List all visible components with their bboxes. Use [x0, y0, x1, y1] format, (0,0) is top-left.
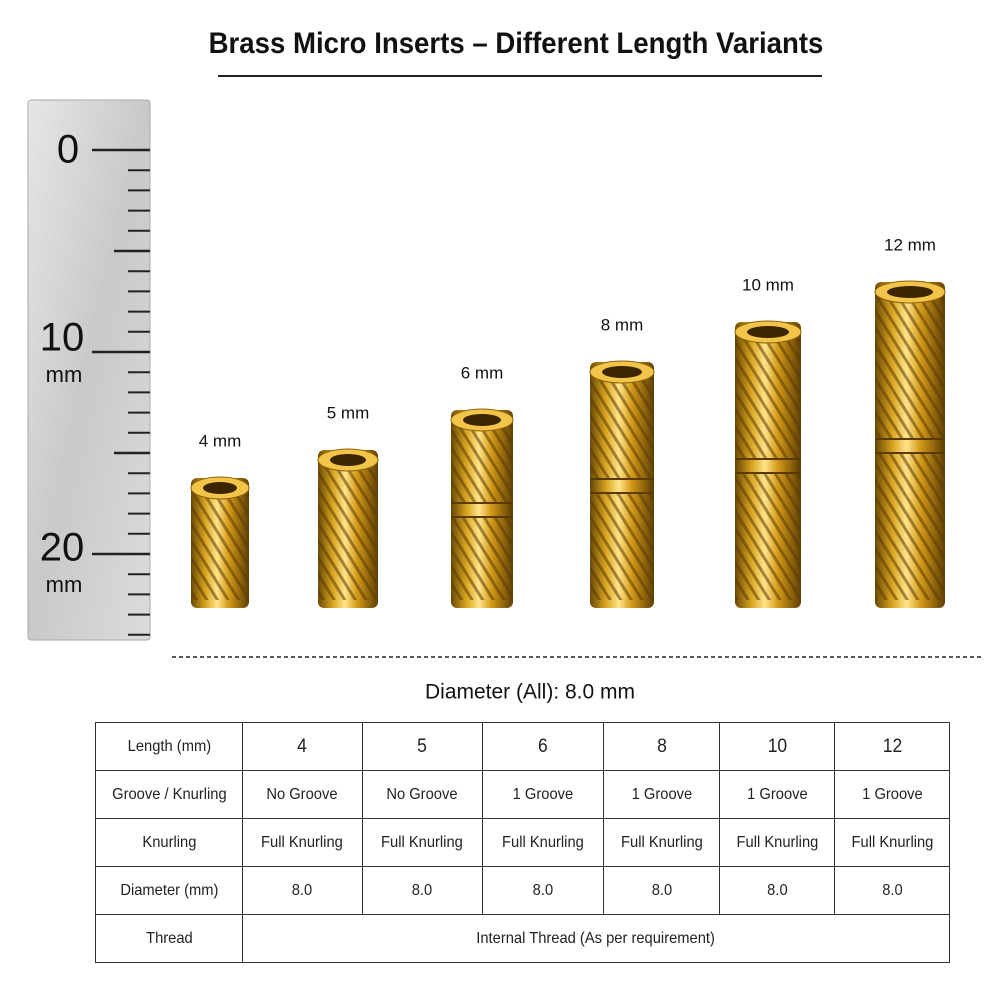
table-cell: No Groove	[366, 770, 478, 819]
table-cell: 1 Groove	[608, 770, 716, 819]
insert	[734, 320, 802, 608]
table-cell: 8.0	[608, 866, 716, 915]
ruler-number: 0	[57, 128, 79, 172]
table-cell: 1 Groove	[838, 770, 946, 819]
insert-label: 8 mm	[601, 315, 644, 334]
table-cell: 8.0	[366, 866, 478, 915]
table-cell: Internal Thread (As per requirement)	[270, 914, 922, 963]
table-cell: 8.0	[838, 866, 946, 915]
ruler	[27, 99, 151, 641]
table-cell: Length (mm)	[100, 722, 237, 771]
insert-hole	[330, 454, 366, 466]
ruler-unit: mm	[46, 572, 83, 597]
table-cell: Knurling	[100, 818, 237, 867]
insert-label: 12 mm	[884, 235, 936, 254]
title: Brass Micro Inserts – Different Length V…	[209, 27, 824, 60]
insert	[450, 408, 514, 608]
insert	[589, 360, 655, 608]
table-cell: 10	[723, 722, 831, 771]
insert-groove	[736, 459, 800, 473]
table-cell: Full Knurling	[723, 818, 831, 867]
table-cell: 12	[838, 722, 946, 771]
ruler-number: 10	[40, 316, 85, 360]
spec-table: Length (mm) 4 5 6 8 10 12 Groove / Knurling No G…	[95, 722, 950, 963]
table-cell: Full Knurling	[838, 818, 946, 867]
table-cell: 6	[486, 722, 600, 771]
table-cell: Full Knurling	[366, 818, 478, 867]
insert-label: 6 mm	[461, 363, 504, 382]
table-cell: 4	[246, 722, 358, 771]
table-cell: Full Knurling	[608, 818, 716, 867]
insert-hole	[747, 326, 789, 338]
table-cell: 1 Groove	[723, 770, 831, 819]
ruler-number: 20	[40, 526, 85, 570]
table-cell: Full Knurling	[246, 818, 358, 867]
table-cell: 8.0	[246, 866, 358, 915]
table-cell: 8.0	[723, 866, 831, 915]
insert-hole	[887, 286, 933, 298]
diameter-note: Diameter (All): 8.0 mm	[425, 681, 635, 704]
table-cell: No Groove	[246, 770, 358, 819]
insert	[190, 476, 250, 608]
ruler-unit: mm	[46, 362, 83, 387]
table-cell: 5	[366, 722, 478, 771]
inserts: 4 mm 5 mm 6 mm 8 mm 10 mm 12 mm	[190, 235, 946, 608]
table-cell: Full Knurling	[486, 818, 600, 867]
insert-hole	[203, 482, 237, 494]
table-cell: Diameter (mm)	[100, 866, 237, 915]
insert-label: 5 mm	[327, 403, 370, 422]
table-row: Diameter (mm) 8.0 8.0 8.0 8.0 8.0 8.0	[96, 866, 950, 915]
insert-hole	[463, 414, 501, 426]
insert-groove	[452, 503, 512, 517]
insert-groove	[591, 479, 653, 493]
table-cell: 1 Groove	[486, 770, 600, 819]
table-cell: 8.0	[486, 866, 600, 915]
insert-label: 4 mm	[199, 431, 242, 450]
table-cell: Thread	[100, 914, 237, 963]
table-row: Knurling Full Knurling Full Knurling Full K…	[96, 818, 950, 867]
insert-groove	[876, 439, 944, 453]
insert-label: 10 mm	[742, 275, 794, 294]
table-row: Thread Internal Thread (As per requiremen…	[96, 914, 950, 963]
insert-hole	[602, 366, 642, 378]
artwork: Brass Micro Inserts – Different Length V…	[27, 27, 982, 704]
insert-knurl	[318, 462, 378, 600]
table-cell: 8	[608, 722, 716, 771]
table-row: Groove / Knurling No Groove No Groove 1 Gro…	[96, 770, 950, 819]
insert	[317, 448, 379, 608]
insert	[874, 280, 946, 608]
insert-knurl	[191, 490, 249, 600]
ruler-ticks	[92, 148, 150, 636]
table-row: Length (mm) 4 5 6 8 10 12	[96, 722, 950, 771]
table-cell: Groove / Knurling	[100, 770, 237, 819]
